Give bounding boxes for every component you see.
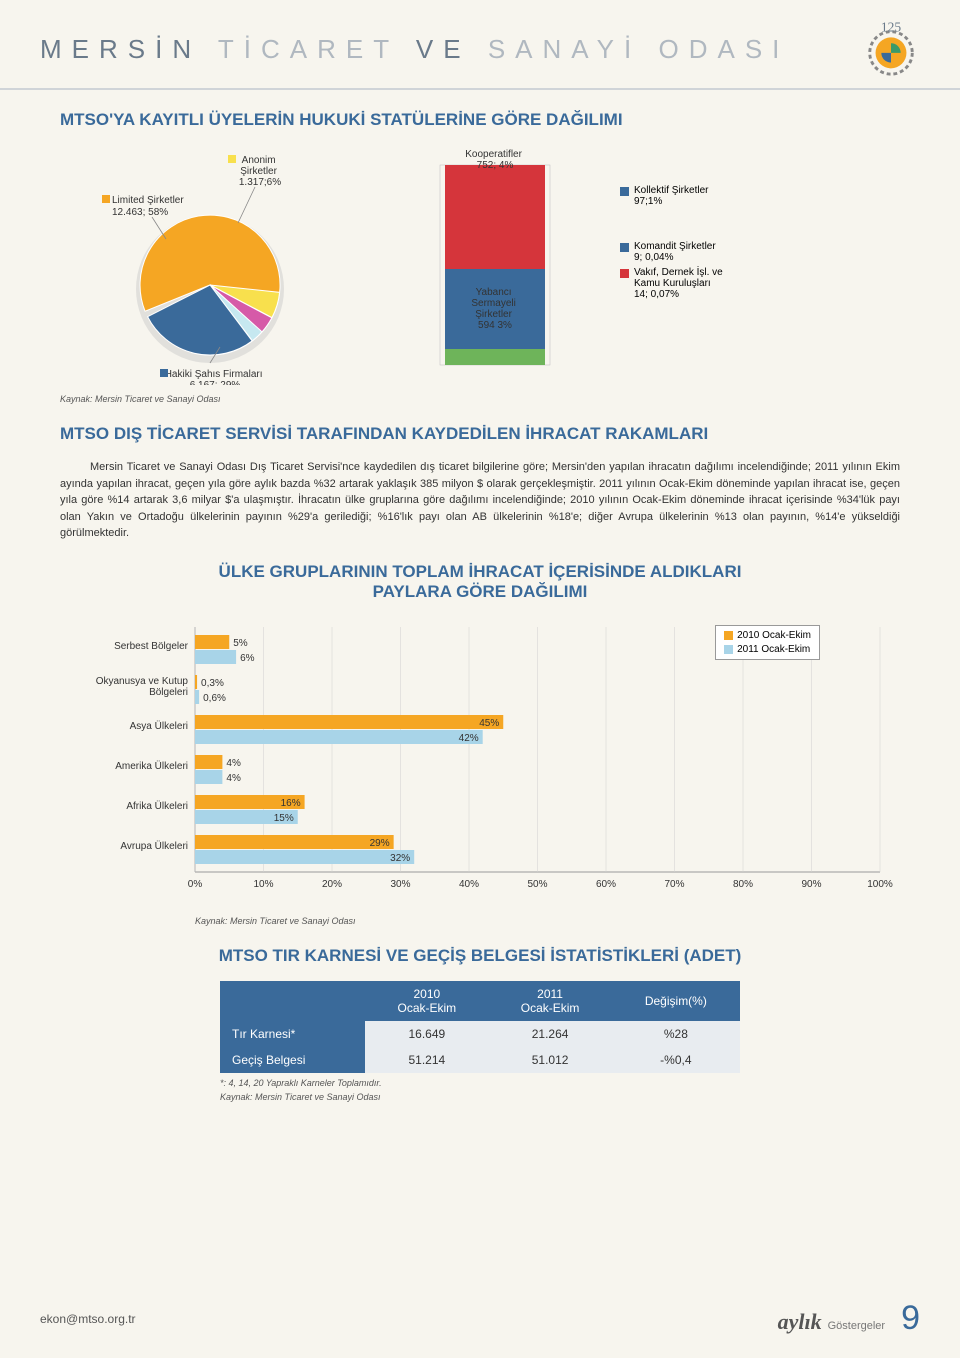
svg-text:0,6%: 0,6% [203,693,226,704]
footer-right: aylık Göstergeler 9 [778,1299,920,1338]
bar-chart-legend: 2010 Ocak-Ekim 2011 Ocak-Ekim [715,625,820,660]
title-part-4: SANAYİ ODASI [488,34,790,64]
svg-text:0,3%: 0,3% [201,678,224,689]
page-content: MTSO'YA KAYITLI ÜYELERİN HUKUKİ STATÜLER… [0,110,960,1102]
header-title: MERSİN TİCARET VE SANAYİ ODASI [40,34,789,65]
footer-email: ekon@mtso.org.tr [40,1312,136,1326]
table-cell: Tır Karnesi* [220,1021,365,1047]
legend-swatch [724,631,733,640]
svg-text:Afrika Ülkeleri: Afrika Ülkeleri [126,800,188,812]
svg-text:100%: 100% [867,879,893,890]
svg-text:6%: 6% [240,653,255,664]
svg-text:Okyanusya ve KutupBölgeleri: Okyanusya ve KutupBölgeleri [96,676,189,698]
svg-text:45%: 45% [479,718,499,729]
table-row: Tır Karnesi* 16.649 21.264 %28 [220,1021,740,1047]
section2-body: Mersin Ticaret ve Sanayi Odası Dış Ticar… [60,459,900,542]
legend-label: Vakıf, Dernek İşl. veKamu Kuruluşları14;… [634,267,723,300]
legend-label: Kollektif Şirketler97;1% [634,185,708,207]
footer-sub: Göstergeler [828,1320,885,1332]
svg-text:10%: 10% [253,879,273,890]
legend-item: Komandit Şirketler9; 0,04% [620,241,900,263]
pie-label-limited: Limited Şirketler 12.463; 58% [112,195,186,218]
svg-text:30%: 30% [390,879,410,890]
svg-text:Serbest Bölgeler: Serbest Bölgeler [114,641,189,652]
legend-2011: 2011 Ocak-Ekim [737,644,810,655]
table-note-1: *: 4, 14, 20 Yapraklı Karneler Toplamıdı… [220,1078,740,1088]
pie-label-anonim: Anonim Şirketler 1.317;6% [239,155,281,188]
svg-text:4%: 4% [226,758,241,769]
svg-text:70%: 70% [664,879,684,890]
barchart-source: Kaynak: Mersin Ticaret ve Sanayi Odası [195,916,900,926]
section1-title: MTSO'YA KAYITLI ÜYELERİN HUKUKİ STATÜLER… [60,110,900,130]
stacked-label-yabanci: Yabancı Sermayeli Şirketler 594 3% [471,287,518,331]
page-footer: ekon@mtso.org.tr aylık Göstergeler 9 [0,1299,960,1338]
svg-text:Asya Ülkeleri: Asya Ülkeleri [130,720,188,732]
svg-text:16%: 16% [281,798,301,809]
svg-text:50%: 50% [527,879,547,890]
bar-chart: 0% 10% 20% 30% 40% 50% 60% 70% 80% 90% 100% Serbest… [60,617,900,907]
svg-text:0%: 0% [188,879,203,890]
stats-table: 2010 Ocak-Ekim 2011 Ocak-Ekim Değişim(%)… [220,981,740,1073]
table-cell: %28 [612,1021,740,1047]
legend-2010: 2010 Ocak-Ekim [737,630,811,641]
svg-text:Avrupa Ülkeleri: Avrupa Ülkeleri [120,840,188,852]
table-cell: -%0,4 [612,1047,740,1073]
table-row: Geçiş Belgesi 51.214 51.012 -%0,4 [220,1047,740,1073]
table-header-cell: 2011 Ocak-Ekim [488,981,611,1021]
svg-text:15%: 15% [274,813,294,824]
legend-item: Kollektif Şirketler97;1% [620,185,900,207]
footer-brand: aylık [778,1309,822,1335]
svg-text:20%: 20% [322,879,342,890]
svg-text:40%: 40% [459,879,479,890]
charts-row: Limited Şirketler 12.463; 58% Anonim Şir… [60,145,900,404]
section2-title: MTSO DIŞ TİCARET SERVİSİ TARAFINDAN KAYD… [60,424,900,444]
svg-text:60%: 60% [596,879,616,890]
svg-text:125: 125 [881,20,902,35]
legend-swatch [620,269,629,278]
barchart-title: ÜLKE GRUPLARININ TOPLAM İHRACAT İÇERİSİN… [60,562,900,602]
table-cell: 16.649 [365,1021,488,1047]
stacked-chart-block: Kooperatifler 752; 4% Yabancı Sermayeli … [400,145,580,390]
svg-text:Amerika Ülkeleri: Amerika Ülkeleri [115,760,188,772]
logo-emblem-icon: 125 [862,20,920,78]
title-part-3: VE [416,34,471,64]
table-header-cell: 2010 Ocak-Ekim [365,981,488,1021]
pie-chart: Limited Şirketler 12.463; 58% Anonim Şir… [60,145,360,385]
pie-source: Kaynak: Mersin Ticaret ve Sanayi Odası [60,394,360,404]
svg-text:90%: 90% [801,879,821,890]
svg-text:4%: 4% [226,773,241,784]
page-header: MERSİN TİCARET VE SANAYİ ODASI 125 [0,0,960,88]
stacked-chart: Kooperatifler 752; 4% Yabancı Sermayeli … [400,145,580,385]
svg-text:42%: 42% [459,733,479,744]
table-cell: 21.264 [488,1021,611,1047]
legend-swatch [724,645,733,654]
bar-chart-block: 2010 Ocak-Ekim 2011 Ocak-Ekim 0% 10% 20% 30… [60,617,900,926]
table-note-2: Kaynak: Mersin Ticaret ve Sanayi Odası [220,1092,740,1102]
stacked-legend: Kollektif Şirketler97;1% Komandit Şirket… [620,145,900,304]
legend-label: Komandit Şirketler9; 0,04% [634,241,716,263]
svg-text:5%: 5% [233,638,248,649]
pie-chart-block: Limited Şirketler 12.463; 58% Anonim Şir… [60,145,360,404]
table-header-cell: Değişim(%) [612,981,740,1021]
table-header-row: 2010 Ocak-Ekim 2011 Ocak-Ekim Değişim(%) [220,981,740,1021]
title-part-1: MERSİN [40,34,201,64]
title-part-2: TİCARET [218,34,399,64]
table-title: MTSO TIR KARNESİ VE GEÇİŞ BELGESİ İSTATİ… [60,946,900,966]
svg-text:29%: 29% [370,838,390,849]
table-cell: 51.214 [365,1047,488,1073]
svg-text:32%: 32% [390,853,410,864]
legend-swatch [620,187,629,196]
table-cell: 51.012 [488,1047,611,1073]
table-cell: Geçiş Belgesi [220,1047,365,1073]
legend-swatch [620,243,629,252]
legend-item: Vakıf, Dernek İşl. veKamu Kuruluşları14;… [620,267,900,300]
table-header-cell [220,981,365,1021]
page-number: 9 [901,1299,920,1338]
pie-label-hakiki: Hakiki Şahıs Firmaları 6.167; 29% [165,369,266,385]
header-divider [0,88,960,90]
svg-text:80%: 80% [733,879,753,890]
